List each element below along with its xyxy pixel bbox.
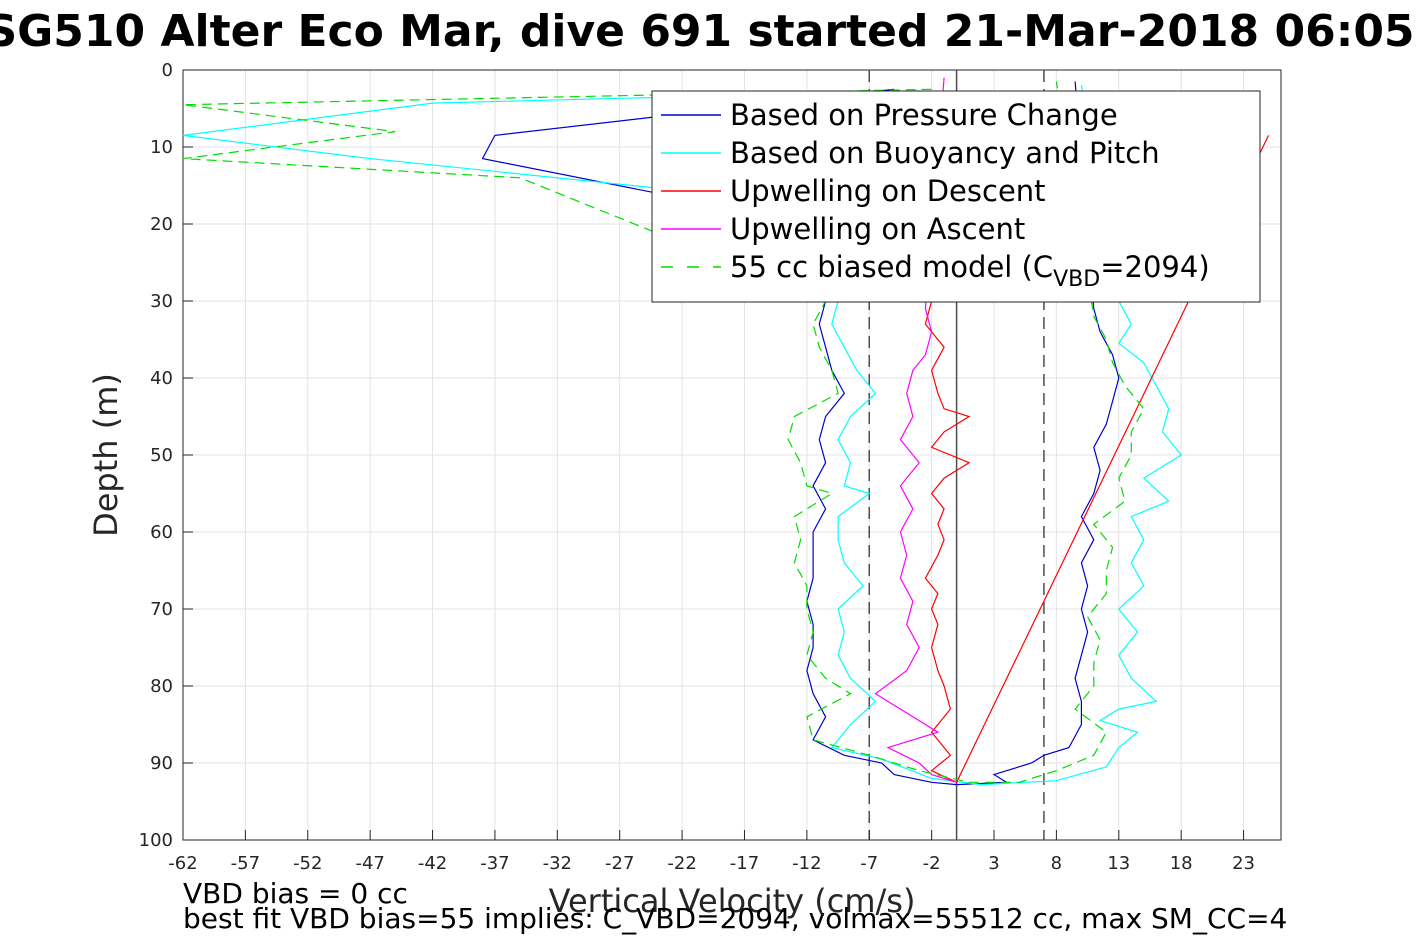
legend-label-text: 55 cc biased model (C bbox=[730, 250, 1053, 284]
x-tick-label: -22 bbox=[667, 853, 696, 874]
axis-ticks: -62 -57 -52 -47 -42 -37 -32 -27 -22 -17 -12 -7 -2 3 8 1… bbox=[139, 60, 1255, 874]
x-tick-label: -62 bbox=[168, 853, 197, 874]
legend-label-1: Based on Pressure Change bbox=[730, 98, 1118, 132]
x-axis-label: Vertical Velocity (cm/s) bbox=[549, 882, 916, 920]
y-tick-label: 80 bbox=[150, 676, 173, 697]
x-tick-label: 8 bbox=[1051, 853, 1062, 874]
y-tick-label: 40 bbox=[150, 368, 173, 389]
x-tick-label: 18 bbox=[1170, 853, 1193, 874]
x-tick-label: -57 bbox=[231, 853, 260, 874]
legend-label-text: Based on Buoyancy and Pitch bbox=[730, 136, 1160, 170]
legend-label-text: Upwelling on Ascent bbox=[730, 212, 1025, 246]
y-tick-label: 30 bbox=[150, 291, 173, 312]
legend-label-text: Upwelling on Descent bbox=[730, 174, 1046, 208]
y-tick-label: 100 bbox=[139, 830, 173, 851]
series-line-3 bbox=[924, 135, 1270, 784]
x-tick-label: -47 bbox=[355, 853, 384, 874]
legend-label-5: 55 cc biased model (CVBD=2094) bbox=[730, 250, 1210, 292]
x-tick-label: -2 bbox=[923, 853, 941, 874]
series-line-2 bbox=[183, 85, 1183, 786]
y-tick-label: 20 bbox=[150, 214, 173, 235]
footer-line-1: VBD bias = 0 cc bbox=[183, 877, 408, 910]
legend-label-subscript: VBD bbox=[1053, 267, 1100, 292]
x-tick-label: -37 bbox=[480, 853, 509, 874]
x-tick-label: 3 bbox=[988, 853, 999, 874]
series-line-5 bbox=[183, 81, 1145, 783]
x-tick-label: -12 bbox=[792, 853, 821, 874]
x-tick-label: -32 bbox=[543, 853, 572, 874]
legend-label-4: Upwelling on Ascent bbox=[730, 212, 1025, 246]
chart-title: SG510 Alter Eco Mar, dive 691 started 21… bbox=[0, 6, 1415, 57]
y-tick-label: 50 bbox=[150, 445, 173, 466]
y-axis-label: Depth (m) bbox=[87, 373, 125, 537]
x-tick-label: 13 bbox=[1107, 853, 1130, 874]
data-series bbox=[183, 77, 1270, 786]
y-tick-label: 0 bbox=[162, 60, 173, 81]
x-tick-label: -52 bbox=[293, 853, 322, 874]
y-tick-label: 70 bbox=[150, 599, 173, 620]
x-tick-label: -27 bbox=[605, 853, 634, 874]
legend-label-suffix: =2094) bbox=[1100, 250, 1209, 284]
series-line-4 bbox=[874, 77, 957, 783]
chart-legend: Based on Pressure Change Based on Buoyanc… bbox=[651, 90, 1261, 303]
series-line-1 bbox=[481, 81, 1120, 786]
legend-label-2: Based on Buoyancy and Pitch bbox=[730, 136, 1160, 170]
x-tick-label: -17 bbox=[730, 853, 759, 874]
y-tick-label: 60 bbox=[150, 522, 173, 543]
y-tick-label: 10 bbox=[150, 137, 173, 158]
x-tick-label: 23 bbox=[1232, 853, 1255, 874]
footer-line-2: best fit VBD bias=55 implies: C_VBD=2094… bbox=[183, 902, 1287, 935]
legend-label-3: Upwelling on Descent bbox=[730, 174, 1046, 208]
y-tick-label: 90 bbox=[150, 753, 173, 774]
x-tick-label: -7 bbox=[860, 853, 878, 874]
x-tick-label: -42 bbox=[418, 853, 447, 874]
legend-box bbox=[651, 90, 1261, 303]
legend-label-text: Based on Pressure Change bbox=[730, 98, 1118, 132]
